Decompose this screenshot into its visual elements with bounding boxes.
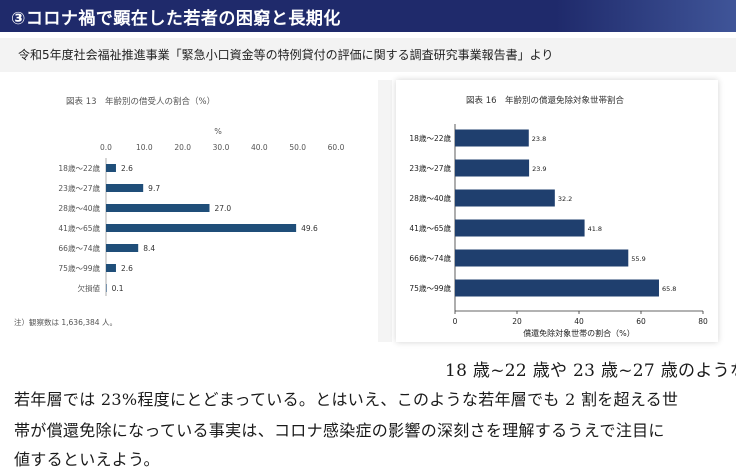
- chart1-bar: [106, 244, 139, 252]
- chart2-bar: [455, 189, 555, 207]
- chart2-tick-label: 20: [512, 317, 522, 326]
- body-line-4: 値するといえよう。: [14, 450, 160, 469]
- chart1-tick-label: 40.0: [251, 143, 268, 152]
- chart1-category-label: 41歳～65歳: [58, 223, 100, 233]
- chart1-category-label: 66歳～74歳: [58, 243, 100, 253]
- chart1-value-label: 0.1: [112, 284, 124, 293]
- chart2-bar: [455, 249, 629, 267]
- chart1-bar: [106, 184, 144, 192]
- chart1-tick-label: 30.0: [213, 143, 230, 152]
- chart-borrower-age: 図表 13 年齢別の借受人の割合（%）% 0.0 10.0 20.0 30.0 40.0 5…: [0, 80, 380, 342]
- chart1-note: 注）観察数は 1,636,384 人。: [14, 317, 117, 327]
- source-strip: 令和5年度社会福祉推進事業「緊急小口資金等の特例貸付の評価に関する調査研究事業報…: [0, 38, 736, 72]
- chart1-value-label: 2.6: [121, 264, 133, 273]
- chart2-value-label: 65.8: [662, 285, 676, 293]
- chart1-category-label: 18歳～22歳: [58, 163, 100, 173]
- chart1-tick-label: 20.0: [174, 143, 191, 152]
- chart1-title: 図表 13 年齢別の借受人の割合（%）: [66, 96, 215, 107]
- chart1-bar: [106, 164, 116, 172]
- chart2-category-label: 66歳～74歳: [409, 253, 451, 263]
- chart1-category-label: 75歳～99歳: [58, 263, 100, 273]
- chart-exemption-age: 図表 16 年齢別の償還免除対象世帯割合 0 20 40 60 80 18歳～22歳 23.8…: [396, 80, 718, 342]
- chart2-tick-label: 80: [698, 317, 708, 326]
- chart1-tick-label: 50.0: [289, 143, 306, 152]
- chart2-bar: [455, 129, 529, 147]
- chart2-value-label: 23.8: [532, 135, 546, 143]
- chart2-category-label: 75歳～99歳: [409, 283, 451, 293]
- chart1-bar: [106, 204, 210, 212]
- source-citation: 令和5年度社会福祉推進事業「緊急小口資金等の特例貸付の評価に関する調査研究事業報…: [18, 48, 554, 62]
- body-line-1: 18 歳~22 歳や 23 歳~27 歳のような: [445, 361, 736, 381]
- chart1-tick-label: 10.0: [136, 143, 153, 152]
- chart1-bar: [106, 284, 107, 292]
- chart2-bar: [455, 159, 530, 177]
- chart2-tick-label: 0: [453, 317, 458, 326]
- chart2-value-label: 55.9: [631, 255, 645, 263]
- chart2-tick-label: 40: [574, 317, 584, 326]
- chart2-value-label: 32.2: [558, 195, 572, 203]
- chart1-tick-label: 0.0: [100, 143, 112, 152]
- title-banner: ③コロナ禍で顕在した若者の困窮と長期化: [0, 0, 736, 32]
- chart2-bar: [455, 279, 659, 297]
- chart1-value-label: 9.7: [148, 184, 160, 193]
- chart-separator: [378, 80, 392, 342]
- body-line-2: 若年層では 23%程度にとどまっている。とはいえ、このような若年層でも 2 割を…: [14, 390, 679, 409]
- chart-borrower-age-svg: 図表 13 年齢別の借受人の割合（%）% 0.0 10.0 20.0 30.0 40.0 5…: [14, 96, 345, 327]
- chart1-value-label: 49.6: [301, 224, 318, 233]
- page-title: ③コロナ禍で顕在した若者の困窮と長期化: [11, 9, 341, 29]
- chart1-bar: [106, 224, 297, 232]
- chart2-value-label: 41.8: [588, 225, 602, 233]
- chart2-title: 図表 16 年齢別の償還免除対象世帯割合: [466, 95, 625, 106]
- chart2-tick-label: 60: [636, 317, 646, 326]
- chart1-unit-label: %: [214, 127, 222, 136]
- chart1-bar: [106, 264, 116, 272]
- chart1-value-label: 27.0: [215, 204, 232, 213]
- body-line-3: 帯が償還免除になっている事実は、コロナ感染症の影響の深刻さを理解するうえで注目に: [14, 421, 665, 440]
- chart1-value-label: 8.4: [143, 244, 155, 253]
- chart1-value-label: 2.6: [121, 164, 133, 173]
- chart1-category-label: 欠損値: [78, 283, 101, 293]
- chart2-value-label: 23.9: [532, 165, 546, 173]
- chart-exemption-age-svg: 図表 16 年齢別の償還免除対象世帯割合 0 20 40 60 80 18歳～22歳 23.8…: [409, 95, 708, 338]
- chart2-category-label: 28歳～40歳: [409, 193, 451, 203]
- chart2-x-axis-label: 償還免除対象世帯の割合（%）: [523, 328, 635, 338]
- chart1-category-label: 23歳～27歳: [58, 183, 100, 193]
- chart2-category-label: 18歳～22歳: [409, 133, 451, 143]
- chart1-tick-label: 60.0: [328, 143, 345, 152]
- chart2-category-label: 41歳～65歳: [409, 223, 451, 233]
- chart2-category-label: 23歳～27歳: [409, 163, 451, 173]
- chart1-category-label: 28歳～40歳: [58, 203, 100, 213]
- banner-gradient: [556, 0, 736, 32]
- chart2-bar: [455, 219, 585, 237]
